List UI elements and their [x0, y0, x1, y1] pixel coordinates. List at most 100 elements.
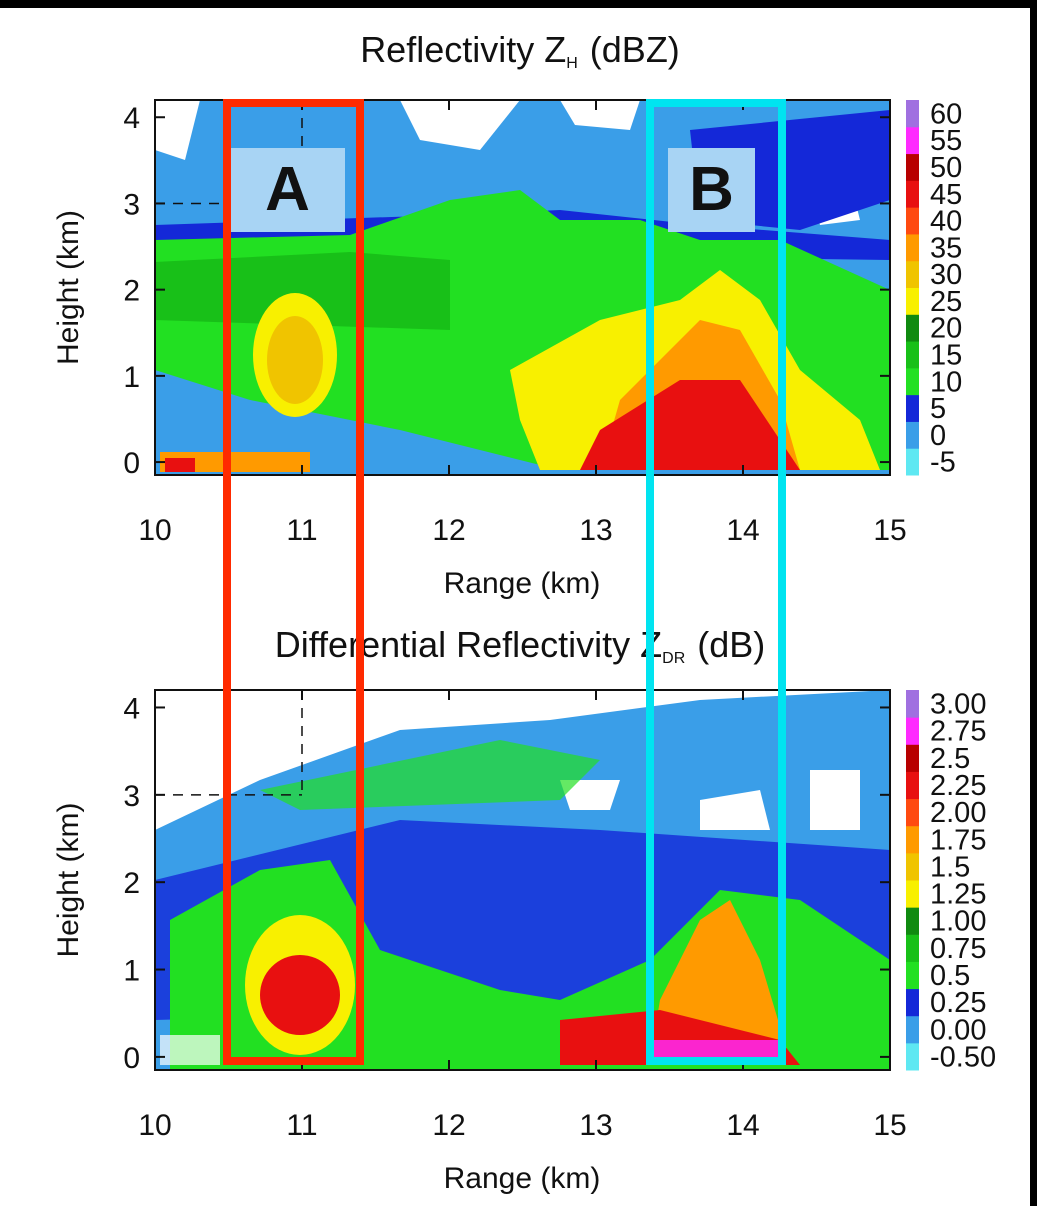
colorbar-label: 0.25 [930, 987, 986, 1019]
y-tick-label: 0 [123, 447, 140, 480]
annotation-box [646, 99, 786, 1065]
x-tick-label: 11 [286, 1109, 317, 1142]
label-background [230, 148, 345, 232]
colorbar-label: 1.75 [930, 824, 986, 856]
colorbar-swatch [906, 825, 919, 854]
y-tick-label: 4 [123, 102, 140, 135]
colorbar-swatch [906, 394, 919, 422]
colorbar-swatch [906, 314, 919, 342]
colorbar-label: 40 [930, 206, 962, 238]
y-tick-label: 1 [123, 361, 140, 394]
colorbar-swatch [906, 934, 919, 962]
colorbar-label: 45 [930, 179, 962, 211]
y-axis-label: Height (km) [52, 210, 85, 365]
y-tick-label: 4 [123, 692, 140, 725]
x-axis-label: Range (km) [444, 1162, 601, 1195]
colorbar-label: 2.75 [930, 716, 986, 748]
differential-reflectivity-field [155, 690, 890, 1070]
annotation-label: A [265, 155, 310, 224]
x-axis-label: Range (km) [444, 567, 601, 600]
x-tick-label: 13 [579, 514, 612, 547]
colorbar-swatch [906, 1015, 919, 1044]
annotation-label: B [689, 155, 734, 224]
y-tick-label: 3 [123, 188, 140, 221]
colorbar-label: 0.00 [930, 1014, 986, 1046]
colorbar-label: 2.5 [930, 743, 970, 775]
colorbar-swatch [906, 988, 919, 1017]
colorbar-label: 35 [930, 232, 962, 264]
colorbar-label: 55 [930, 125, 962, 157]
colorbar-label: 10 [930, 366, 962, 398]
colorbar-label: 1.00 [930, 906, 986, 938]
colorbar-label: 15 [930, 339, 962, 371]
title-subscript: H [566, 55, 578, 72]
colorbar-label: 1.25 [930, 879, 986, 911]
colorbar-label: -0.50 [930, 1041, 996, 1073]
colorbar-label: 3.00 [930, 689, 986, 721]
colorbar-swatch [906, 798, 919, 827]
colorbar-label: 2.25 [930, 770, 986, 802]
title-unit: (dB) [697, 624, 765, 665]
y-tick-label: 1 [123, 955, 140, 988]
x-tick-label: 10 [138, 1109, 171, 1142]
x-tick-label: 10 [138, 514, 171, 547]
colorbar-swatch [906, 287, 919, 315]
colorbar-swatch [906, 367, 919, 396]
colorbar-label: 1.5 [930, 851, 970, 883]
label-background [668, 148, 755, 232]
colorbar-swatch [906, 880, 919, 908]
colorbar-label: 0.5 [930, 960, 970, 992]
colorbar-label: 25 [930, 286, 962, 318]
colorbar-swatch [906, 126, 919, 155]
title-text: Differential Reflectivity Z [275, 624, 662, 665]
colorbar-label: 60 [930, 98, 962, 130]
y-tick-label: 0 [123, 1042, 140, 1075]
x-tick-label: 13 [579, 1109, 612, 1142]
colorbar-swatch [906, 180, 919, 208]
x-tick-label: 14 [726, 514, 759, 547]
y-axis-label: Height (km) [52, 802, 85, 957]
x-tick-label: 14 [726, 1109, 759, 1142]
colorbar-swatch [906, 233, 919, 262]
colorbar-label: 0.75 [930, 933, 986, 965]
colorbar-label: 20 [930, 313, 962, 345]
colorbar-swatch [906, 907, 919, 935]
x-tick-label: 12 [432, 514, 465, 547]
y-tick-label: 3 [123, 780, 140, 813]
colorbar-swatch [906, 341, 919, 369]
colorbar-label: -5 [930, 447, 956, 479]
colorbar-label: 5 [930, 393, 946, 425]
colorbar-swatch [906, 260, 919, 288]
colorbar-swatch [906, 852, 919, 881]
colorbar-swatch [906, 961, 919, 990]
colorbar-swatch [906, 100, 919, 128]
title-text: Reflectivity Z [360, 29, 566, 70]
colorbar-label: 2.00 [930, 797, 986, 829]
x-tick-label: 11 [286, 514, 317, 547]
chart-title: Reflectivity ZH (dBZ) [360, 29, 680, 72]
colorbar-label: 0 [930, 420, 946, 452]
plot-frame [154, 689, 891, 1071]
y-tick-label: 2 [123, 275, 140, 308]
colorbar-swatch [906, 771, 919, 800]
colorbar-swatch [906, 1042, 919, 1071]
colorbar-swatch [906, 153, 919, 181]
annotation-box [223, 99, 364, 1065]
x-tick-label: 15 [873, 514, 906, 547]
colorbar-swatch [906, 717, 919, 745]
colorbar-swatch [906, 744, 919, 772]
x-tick-label: 15 [873, 1109, 906, 1142]
y-tick-label: 2 [123, 867, 140, 900]
reflectivity-field [155, 100, 890, 475]
x-tick-label: 12 [432, 1109, 465, 1142]
colorbar-swatch [906, 207, 919, 235]
colorbar-label: 50 [930, 152, 962, 184]
colorbar-swatch [906, 690, 919, 718]
colorbar-label: 30 [930, 259, 962, 291]
title-subscript: DR [662, 650, 685, 667]
colorbar-swatch [906, 421, 919, 449]
plot-frame [154, 99, 891, 476]
colorbar-swatch [906, 448, 919, 476]
title-unit: (dBZ) [590, 29, 680, 70]
